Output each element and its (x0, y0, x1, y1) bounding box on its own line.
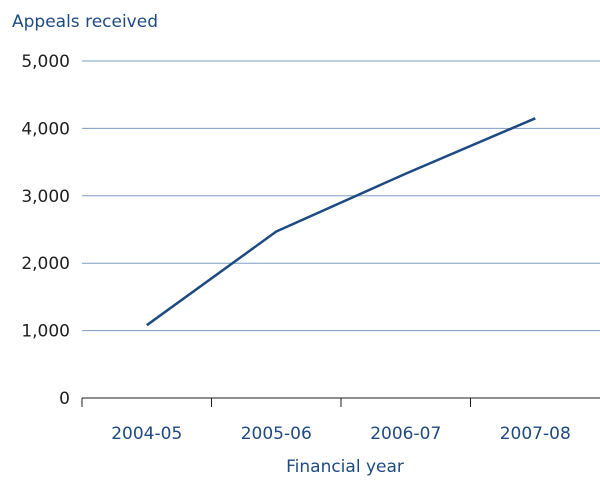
x-axis-title: Financial year (286, 457, 404, 477)
x-tick-label: 2006-07 (370, 424, 441, 444)
x-tick-label: 2004-05 (111, 424, 182, 444)
y-axis-tick-labels: 0 1,000 2,000 3,000 4,000 5,000 (21, 52, 70, 409)
x-axis-tick-labels: 2004-05 2005-06 2006-07 2007-08 (111, 424, 571, 444)
y-tick-label: 4,000 (21, 119, 70, 139)
x-tick-label: 2005-06 (241, 424, 312, 444)
y-axis-title: Appeals received (12, 12, 158, 32)
x-tick-label: 2007-08 (500, 424, 571, 444)
x-axis-ticks (81, 398, 471, 407)
y-tick-label: 3,000 (21, 187, 70, 207)
gridlines (82, 60, 600, 332)
y-tick-label: 1,000 (21, 322, 70, 342)
y-tick-label: 2,000 (21, 254, 70, 274)
y-tick-label: 0 (59, 389, 70, 409)
series-line (146, 117, 536, 327)
y-tick-label: 5,000 (21, 52, 70, 72)
